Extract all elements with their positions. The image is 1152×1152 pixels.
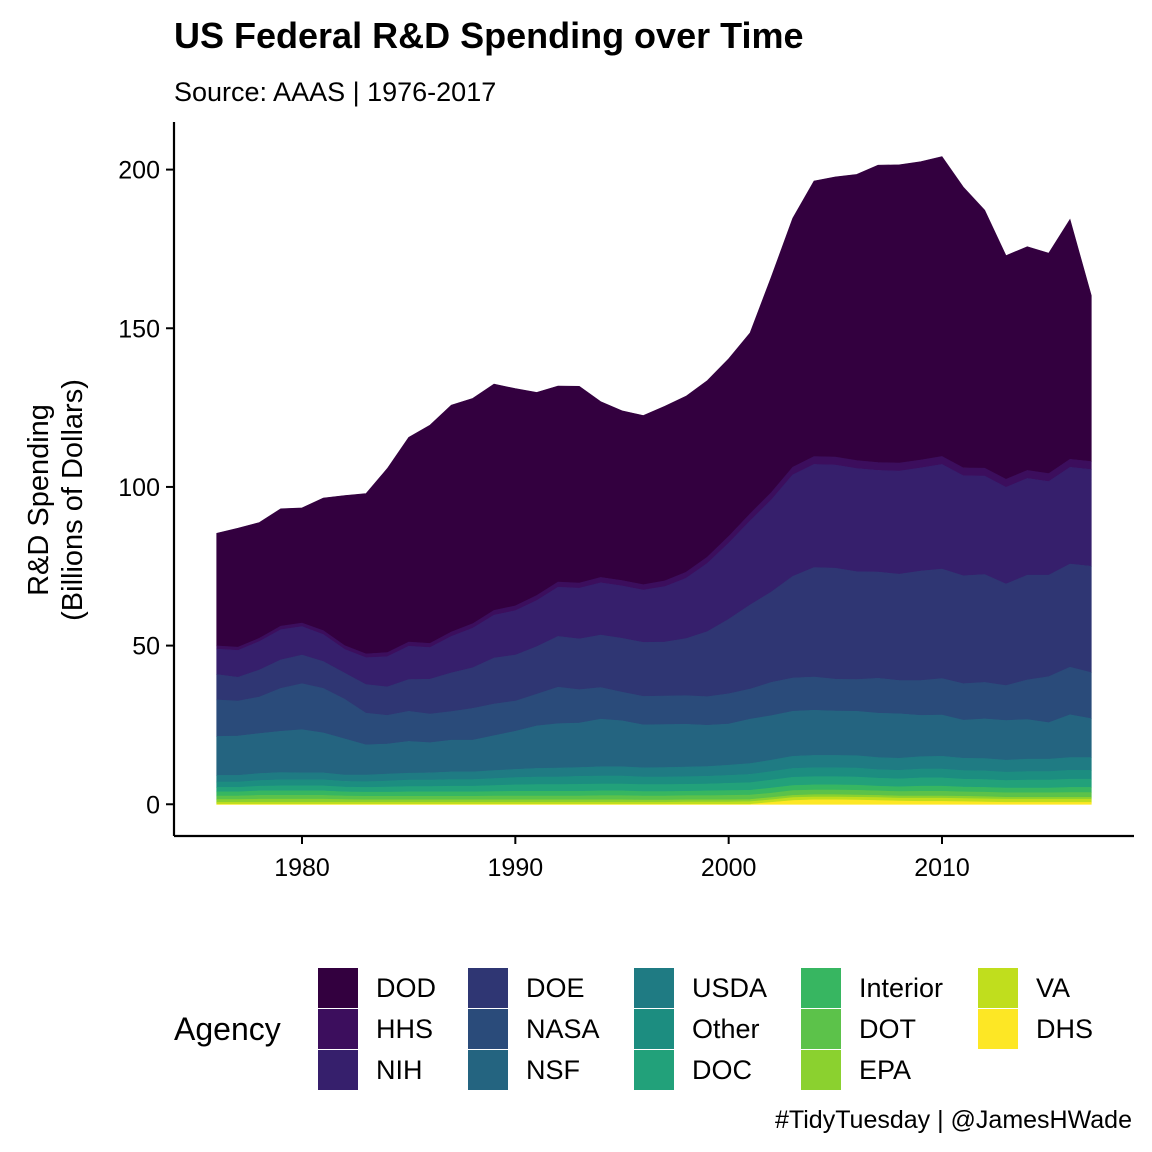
legend-label-nasa: NASA [526, 1014, 600, 1044]
legend-label-va: VA [1036, 973, 1070, 1003]
legend: Agency DOD HHS NIH DOE NASA NSF USDA Other DOC In… [174, 968, 1093, 1090]
legend-swatch-va [978, 968, 1018, 1008]
legend-label-hhs: HHS [376, 1014, 433, 1044]
x-tick-label: 2010 [914, 854, 970, 882]
y-tick-label: 100 [118, 474, 160, 502]
legend-swatch-dhs [978, 1009, 1018, 1049]
y-axis-label-line-2: (Billions of Dollars) [57, 379, 89, 621]
y-tick-label: 200 [118, 157, 160, 185]
legend-label-dhs: DHS [1036, 1014, 1093, 1044]
legend-label-dot: DOT [859, 1014, 916, 1044]
legend-swatch-other [634, 1009, 674, 1049]
legend-swatch-nih [318, 1050, 358, 1090]
axes-group: 0 50 100 150 200 1980 1990 2000 2010 [118, 122, 1134, 882]
chart-caption: #TidyTuesday | @JamesHWade [775, 1106, 1132, 1134]
y-axis-label: R&D Spending (Billions of Dollars) [23, 379, 89, 621]
legend-label-doe: DOE [526, 973, 585, 1003]
legend-swatch-doc [634, 1050, 674, 1090]
x-tick-label: 1990 [488, 854, 544, 882]
x-tick-label: 2000 [701, 854, 757, 882]
legend-swatch-nsf [468, 1050, 508, 1090]
legend-swatch-dot [801, 1009, 841, 1049]
legend-label-interior: Interior [859, 973, 943, 1003]
legend-label-doc: DOC [692, 1055, 752, 1085]
y-tick-label: 0 [146, 791, 160, 819]
legend-swatch-hhs [318, 1009, 358, 1049]
legend-swatch-dod [318, 968, 358, 1008]
legend-label-dod: DOD [376, 973, 436, 1003]
legend-title: Agency [174, 1011, 281, 1047]
legend-swatch-interior [801, 968, 841, 1008]
x-tick-label: 1980 [274, 854, 330, 882]
chart-title: US Federal R&D Spending over Time [174, 15, 803, 56]
y-tick-label: 150 [118, 315, 160, 343]
area-series-group [216, 156, 1092, 805]
legend-label-epa: EPA [859, 1055, 911, 1085]
legend-label-nih: NIH [376, 1055, 423, 1085]
legend-swatch-nasa [468, 1009, 508, 1049]
legend-swatch-doe [468, 968, 508, 1008]
chart-subtitle: Source: AAAS | 1976-2017 [174, 77, 496, 107]
y-tick-label: 50 [132, 633, 160, 661]
area-dhs [216, 799, 1092, 805]
y-axis-label-line-1: R&D Spending [23, 404, 55, 596]
legend-label-other: Other [692, 1014, 760, 1044]
legend-label-nsf: NSF [526, 1055, 580, 1085]
legend-label-usda: USDA [692, 973, 767, 1003]
legend-swatch-epa [801, 1050, 841, 1090]
legend-swatch-usda [634, 968, 674, 1008]
